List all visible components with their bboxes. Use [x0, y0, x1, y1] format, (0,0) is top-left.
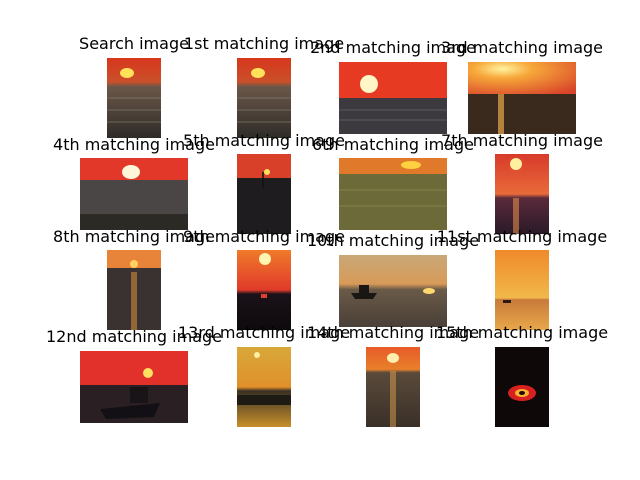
match-6-image — [339, 158, 447, 230]
match-13-image — [237, 347, 291, 427]
search-image-title: Search image — [79, 34, 189, 53]
match-11-title: 11st matching image — [436, 227, 608, 246]
match-14-image — [366, 347, 420, 427]
match-10-image — [339, 255, 447, 327]
match-8-title: 8th matching image — [53, 227, 215, 246]
match-4-title: 4th matching image — [53, 135, 215, 154]
match-7-title: 7th matching image — [441, 131, 603, 150]
match-13-title: 13rd matching image — [177, 323, 351, 342]
match-5-image — [237, 154, 291, 234]
match-3-title: 3rd matching image — [441, 38, 603, 57]
match-12-image — [80, 351, 188, 423]
match-8-image — [107, 250, 161, 330]
match-6-title: 6th matching image — [312, 135, 474, 154]
match-14-title: 14th matching image — [306, 323, 480, 342]
match-12-title: 12nd matching image — [45, 327, 223, 346]
match-15-title: 15th matching image — [435, 323, 609, 342]
match-9-title: 9th matching image — [183, 227, 345, 246]
match-1-title: 1st matching image — [183, 34, 345, 53]
match-5-title: 5th matching image — [183, 131, 345, 150]
match-15-image — [495, 347, 549, 427]
match-2-image — [339, 62, 447, 134]
match-10-title: 10th matching image — [306, 231, 480, 250]
match-2-title: 2nd matching image — [310, 38, 476, 57]
match-3-image — [468, 62, 576, 134]
match-9-image — [237, 250, 291, 330]
match-7-image — [495, 154, 549, 234]
search-image — [107, 58, 161, 138]
match-11-image — [495, 250, 549, 330]
match-1-image — [237, 58, 291, 138]
match-4-image — [80, 158, 188, 230]
